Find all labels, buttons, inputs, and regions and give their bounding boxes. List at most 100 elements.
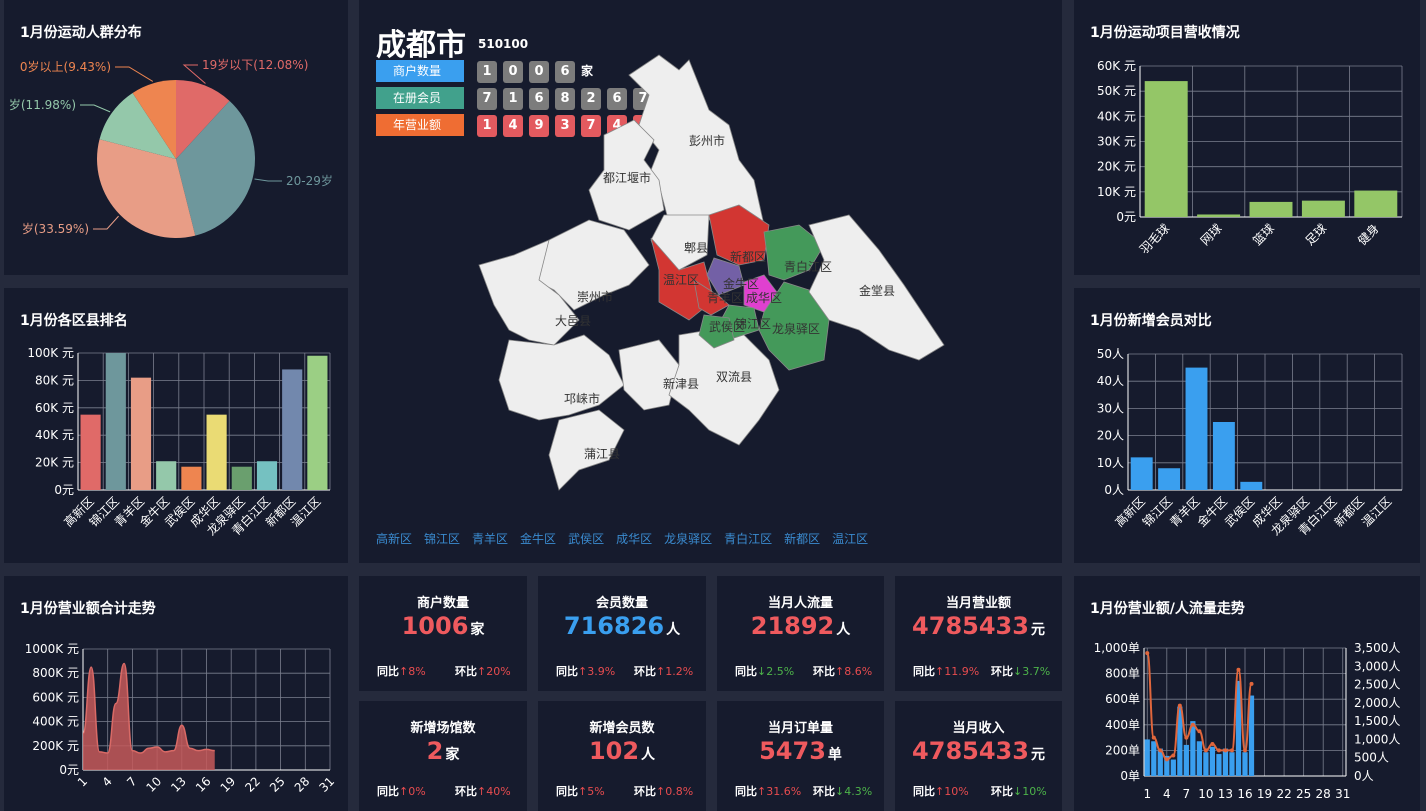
bar <box>256 461 278 490</box>
map-place-label: 崇州市 <box>577 289 613 304</box>
map-place-label: 蒲江县 <box>584 447 620 461</box>
label-line <box>93 215 119 230</box>
kpi-mom: 环比↓3.7% <box>991 663 1050 679</box>
traffic-bar <box>1144 739 1150 776</box>
map-place-label: 青白江区 <box>784 259 832 274</box>
revenue-point <box>1177 703 1182 708</box>
x-tick-label: 13 <box>1218 787 1233 801</box>
mom-label: 环比 <box>634 785 656 798</box>
bar <box>1249 201 1293 217</box>
map-panel: 成都市 510100 商户数量1006家在册会员7168267人年营业额1493… <box>359 0 1062 563</box>
traffic-bar <box>1183 744 1189 776</box>
pie-slice <box>96 139 196 238</box>
panel-title: 1月份运动项目营收情况 <box>1090 25 1240 41</box>
slice-label: 19岁以下(12.08%) <box>202 57 308 72</box>
x-tick-label: 7 <box>1183 787 1191 801</box>
kpi-label: 当月营业额 <box>945 596 1011 611</box>
x-tick-label: 4 <box>1163 787 1171 801</box>
digit: 7 <box>581 115 601 137</box>
kpi-yoy: 同比↑10% <box>913 783 969 799</box>
y-tick-label: 80K 元 <box>35 373 74 387</box>
x-tick-label: 19 <box>1257 787 1272 801</box>
panel-title: 1月份运动人群分布 <box>20 25 142 41</box>
map-legend-item[interactable]: 青羊区 <box>472 532 509 546</box>
bar <box>1144 81 1188 217</box>
x-tick-label: 16 <box>1237 787 1252 801</box>
y-tick-label: 40K 元 <box>35 428 74 442</box>
kpi-mom: 环比↓10% <box>991 783 1047 799</box>
x-tick-label: 28 <box>292 774 313 795</box>
y-right-tick-label: 3,000人 <box>1354 659 1400 673</box>
revenue-point <box>1184 735 1189 740</box>
kpi-value: 2 <box>426 737 444 765</box>
x-tick-label: 足球 <box>1303 221 1330 248</box>
map-place-label: 新津县 <box>663 376 699 391</box>
kpi-value-row: 5473 单 <box>717 737 884 765</box>
revenue-point <box>1210 742 1215 746</box>
traffic-bar <box>1164 755 1170 776</box>
map-region-大邑县 <box>478 239 580 346</box>
y-left-tick-label: 600单 <box>1105 692 1140 706</box>
map-legend-item[interactable]: 武侯区 <box>568 532 605 546</box>
revenue-point <box>1249 681 1254 686</box>
yoy-value: ↑11.9% <box>935 665 980 678</box>
panel-title: 1月份各区县排名 <box>20 313 128 329</box>
sport-revenue-chart: 0元 10K 元 20K 元 30K 元 40K 元 50K 元 60K 元羽毛球 网球 篮球足… <box>1097 59 1403 257</box>
map-legend-item[interactable]: 新都区 <box>784 532 821 546</box>
panel-title: 1月份营业额/人流量走势 <box>1090 601 1245 617</box>
x-tick-label: 22 <box>1276 787 1291 801</box>
digit: 1 <box>477 61 497 83</box>
kpi-mom: 环比↑8.6% <box>813 663 872 679</box>
yoy-value: ↑5% <box>578 785 605 798</box>
slice-label: 20-29岁 <box>286 173 333 188</box>
revenue-point <box>1158 748 1163 753</box>
map-legend-item[interactable]: 金牛区 <box>520 532 557 546</box>
kpi-value: 5473 <box>759 737 826 765</box>
map-legend-item[interactable]: 高新区 <box>376 532 413 546</box>
map-legend-item[interactable]: 成华区 <box>616 532 653 546</box>
map-legend: 高新区 锦江区 青羊区 金牛区 武侯区 成华区 龙泉驿区 青白江区 新都区 温江区 <box>376 530 880 547</box>
map-legend-item[interactable]: 温江区 <box>832 532 869 546</box>
mom-value: ↑8.6% <box>835 665 873 678</box>
yoy-value: ↑0% <box>399 785 426 798</box>
city-name: 成都市 <box>376 28 466 63</box>
bar <box>80 414 101 490</box>
mom-label: 环比 <box>991 785 1013 798</box>
bar <box>206 414 227 490</box>
x-tick-label: 羽毛球 <box>1137 221 1172 256</box>
traffic-bar <box>1190 721 1196 776</box>
map-legend-item[interactable]: 青白江区 <box>724 532 773 546</box>
stat-tag: 商户数量 <box>376 60 464 82</box>
kpi-yoy: 同比↑11.9% <box>913 663 979 679</box>
yoy-value: ↑10% <box>935 785 969 798</box>
bar <box>307 355 328 490</box>
kpi-label: 会员数量 <box>595 596 648 611</box>
map-legend-item[interactable]: 锦江区 <box>424 532 461 546</box>
x-tick-label: 武侯区 <box>1222 494 1257 529</box>
revenue-point <box>1223 748 1228 753</box>
kpi-value: 4785433 <box>912 612 1029 640</box>
revenue-point <box>1164 757 1169 762</box>
traffic-bar <box>1216 754 1222 776</box>
revenue-point <box>1197 729 1202 734</box>
y-tick-label: 20K 元 <box>35 456 74 470</box>
y-tick-label: 200K 元 <box>32 739 79 753</box>
yoy-value: ↓2.5% <box>757 665 795 678</box>
kpi-unit: 家 <box>470 622 485 638</box>
bar <box>105 353 126 490</box>
revenue-trend-chart: 0元 200K 元 400K 元 600K 元 800K 元 1000K 元 1 4 7 10 13… <box>25 642 337 795</box>
traffic-bar <box>1222 748 1229 776</box>
slice-label: 岁(11.98%) <box>9 97 76 112</box>
revenue-point <box>1229 748 1234 753</box>
y-tick-label: 1000K 元 <box>25 642 79 656</box>
digit: 1 <box>477 115 497 137</box>
kpi-unit: 单 <box>827 747 842 763</box>
map-legend-item[interactable]: 龙泉驿区 <box>664 532 713 546</box>
y-tick-label: 40人 <box>1097 374 1124 388</box>
kpi-yoy: 同比↑31.6% <box>735 783 801 799</box>
x-tick-label: 1 <box>1143 787 1151 801</box>
y-right-tick-label: 3,500人 <box>1354 641 1400 655</box>
y-tick-label: 50K 元 <box>1097 84 1136 98</box>
x-tick-label: 10 <box>144 774 165 795</box>
